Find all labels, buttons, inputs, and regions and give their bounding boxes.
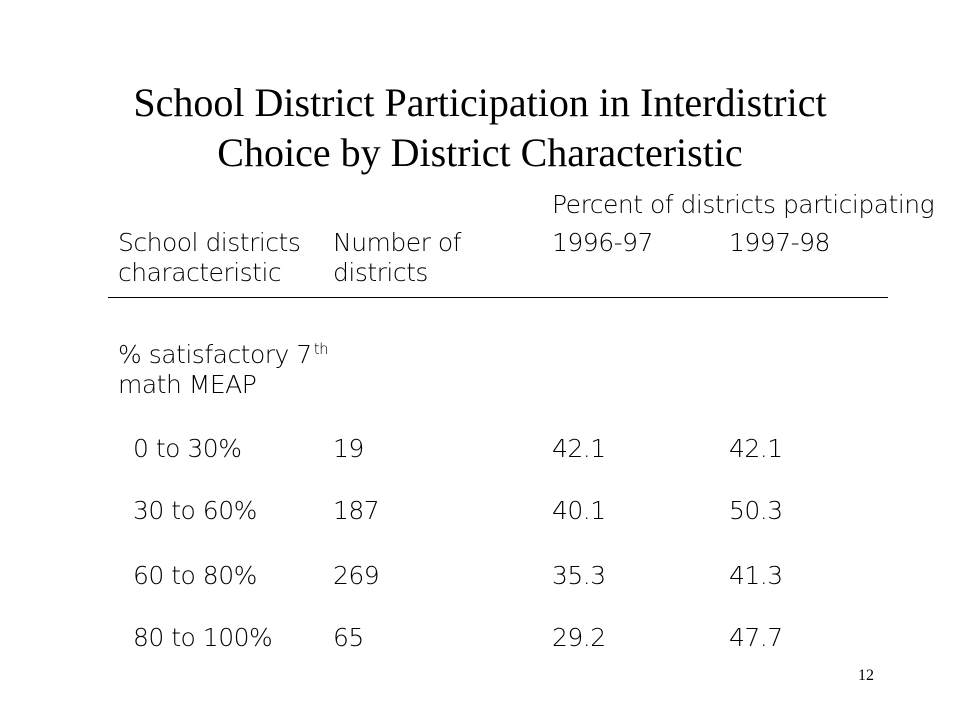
row-percent-1996-97: 42.1 bbox=[552, 434, 606, 463]
row-count: 269 bbox=[333, 561, 380, 590]
header-divider bbox=[108, 297, 888, 298]
row-count: 187 bbox=[333, 496, 380, 525]
row-count: 19 bbox=[333, 434, 364, 463]
column-header-number-line-1: Number of bbox=[333, 228, 461, 257]
section-label-prefix: % satisfactory 7 bbox=[118, 340, 312, 369]
column-header-year-1997-98: 1997-98 bbox=[729, 228, 830, 257]
title-line-1: School District Participation in Interdi… bbox=[133, 80, 827, 125]
row-percent-1996-97: 40.1 bbox=[552, 496, 606, 525]
column-header-characteristic-line-1: School districts bbox=[118, 228, 301, 257]
group-header-percent: Percent of districts participating bbox=[552, 190, 935, 219]
section-label-superscript: th bbox=[313, 340, 329, 358]
row-percent-1997-98: 42.1 bbox=[729, 434, 783, 463]
slide-title: School District Participation in Interdi… bbox=[0, 78, 960, 178]
row-percent-1997-98: 41.3 bbox=[729, 561, 783, 590]
row-percent-1997-98: 50.3 bbox=[729, 496, 783, 525]
row-count: 65 bbox=[333, 623, 364, 652]
row-range: 0 to 30% bbox=[133, 434, 242, 463]
column-header-year-1996-97: 1996-97 bbox=[552, 228, 653, 257]
column-header-number-line-2: districts bbox=[333, 258, 428, 287]
row-percent-1997-98: 47.7 bbox=[729, 623, 783, 652]
section-label-line-2: math MEAP bbox=[118, 370, 257, 399]
page-number: 12 bbox=[858, 667, 874, 684]
row-range: 30 to 60% bbox=[133, 496, 257, 525]
row-percent-1996-97: 35.3 bbox=[552, 561, 606, 590]
title-line-2: Choice by District Characteristic bbox=[217, 130, 743, 175]
row-range: 80 to 100% bbox=[133, 623, 273, 652]
row-percent-1996-97: 29.2 bbox=[552, 623, 606, 652]
column-header-characteristic-line-2: characteristic bbox=[118, 258, 282, 287]
row-range: 60 to 80% bbox=[133, 561, 257, 590]
